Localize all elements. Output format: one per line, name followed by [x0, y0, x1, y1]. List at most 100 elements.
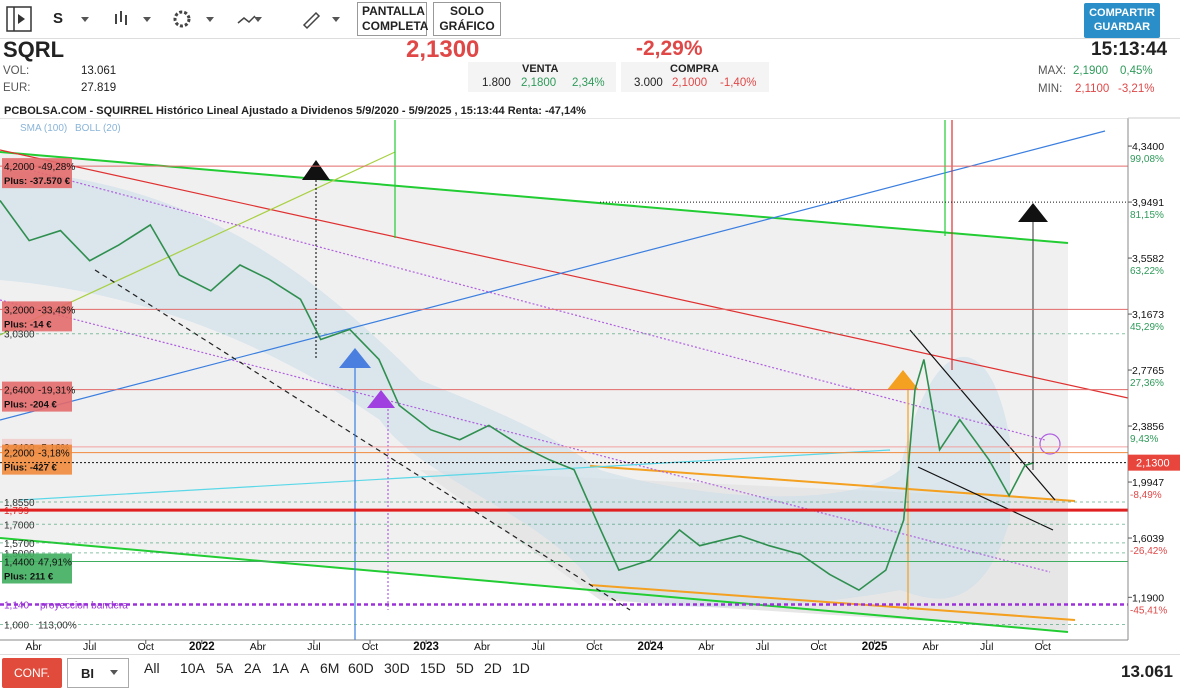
level-label: 2,2000: [4, 449, 35, 460]
level-plus: Plus: -204 €: [4, 400, 58, 411]
sell-box: [468, 62, 616, 92]
period-button[interactable]: 6M: [320, 660, 340, 676]
price-line: [0, 200, 1035, 592]
symbol: SQRL: [3, 37, 65, 62]
mode-select[interactable]: BI: [67, 658, 129, 688]
level-label: 1,799: [4, 506, 29, 517]
buy-pct: -1,40%: [720, 77, 757, 89]
level-label: 2,6400: [4, 386, 35, 397]
period-button[interactable]: 2A: [244, 660, 262, 676]
settings[interactable]: [173, 10, 191, 28]
level-label: 3,2000: [4, 305, 35, 316]
toolbar: [0, 0, 1180, 39]
y-tick-pct: 45,29%: [1130, 322, 1164, 333]
period-button[interactable]: A: [300, 660, 310, 676]
triangle-marker: [367, 390, 395, 408]
period-button[interactable]: 2D: [484, 660, 502, 676]
period-button[interactable]: 30D: [384, 660, 410, 676]
x-tick-label: 2023: [413, 641, 439, 653]
x-tick-label: Oct: [810, 641, 826, 653]
trend-line: [19, 449, 891, 501]
share-button[interactable]: COMPARTIR GUARDAR: [1084, 3, 1160, 38]
y-tick-pct: 99,08%: [1130, 154, 1164, 165]
level-label: 1,7000: [4, 520, 35, 531]
y-tick-label: 3,9491: [1132, 197, 1164, 209]
period-button[interactable]: 5A: [216, 660, 234, 676]
period-button[interactable]: 10A: [180, 660, 205, 676]
x-tick-label: Abr: [250, 641, 267, 653]
x-tick-label: Jul: [83, 641, 96, 653]
y-tick-label: 2,3856: [1132, 421, 1164, 433]
sell-qty: 1.800: [482, 77, 511, 89]
period-button[interactable]: 5D: [456, 660, 474, 676]
y-tick-pct: 9,43%: [1130, 434, 1158, 445]
chart-title: PCBOLSA.COM - SQUIRREL Histórico Lineal …: [4, 105, 586, 117]
x-tick-label: Abr: [25, 641, 42, 653]
draw-tool[interactable]: [302, 11, 321, 30]
period-button[interactable]: 15D: [420, 660, 446, 676]
buy-price: 2,1000: [672, 77, 708, 89]
x-tick-label: Oct: [138, 641, 154, 653]
trend-line: [917, 466, 1054, 531]
level-box: [2, 553, 72, 584]
dropdown[interactable]: [206, 17, 214, 22]
eur-label: EUR:: [3, 82, 31, 94]
dropdown[interactable]: [81, 17, 89, 22]
level-plus: Plus: 211 €: [4, 571, 54, 582]
level-plus: Plus: -427 €: [4, 463, 58, 474]
x-tick-label: Jul: [307, 641, 320, 653]
arrow-head: [1018, 203, 1048, 222]
period-button[interactable]: All: [144, 660, 160, 676]
x-tick-label: Jul: [756, 641, 769, 653]
symbol-menu[interactable]: S: [53, 10, 64, 27]
y-tick-pct: 63,22%: [1130, 266, 1164, 277]
sidebar-toggle[interactable]: [6, 6, 32, 32]
chart-only-button[interactable]: SOLO GRÁFICO: [433, 2, 501, 36]
min-pct: -3,21%: [1118, 83, 1155, 95]
level-box: [2, 381, 72, 412]
indicators[interactable]: [237, 15, 256, 24]
level-extra: -3,18%: [38, 449, 70, 460]
level-label: 1,8550: [4, 498, 35, 509]
level-box: [2, 301, 72, 332]
level-extra: -19,31%: [38, 386, 75, 397]
time: 15:13:44: [1091, 39, 1168, 60]
config-button[interactable]: CONF.: [2, 658, 62, 688]
y-tick-pct: -8,49%: [1130, 490, 1162, 501]
level-label: 1,000: [4, 621, 29, 632]
level-plus: Plus: -14 €: [4, 319, 52, 330]
trend-line: [0, 537, 1069, 633]
dropdown-arrow[interactable]: [110, 670, 118, 675]
level-extra: proyeccion bandera: [40, 600, 128, 611]
buy-label: COMPRA: [670, 63, 719, 75]
max-label: MAX:: [1038, 65, 1067, 77]
chart-type[interactable]: [115, 11, 127, 25]
last-price-label: 2,1300: [1136, 458, 1170, 470]
level-extra: 113,00%: [38, 621, 77, 632]
period-button[interactable]: 1D: [512, 660, 530, 676]
x-tick-label: Abr: [474, 641, 491, 653]
y-tick-label: 1,6039: [1132, 533, 1164, 545]
y-tick-label: 2,7765: [1132, 365, 1164, 377]
dropdown[interactable]: [254, 17, 262, 22]
sell-pct: 2,34%: [572, 77, 605, 89]
price: 2,1300: [406, 36, 480, 63]
bollinger-band: [0, 170, 1010, 608]
y-tick-label: 3,5582: [1132, 253, 1164, 265]
vol-label: VOL:: [3, 65, 30, 77]
trend-line: [0, 130, 1106, 421]
period-button[interactable]: 1A: [272, 660, 290, 676]
y-tick-pct: 27,36%: [1130, 378, 1164, 389]
level-label: 1,4400: [4, 557, 35, 568]
dropdown[interactable]: [143, 17, 151, 22]
period-button[interactable]: 60D: [348, 660, 374, 676]
circle-marker: [1039, 433, 1061, 455]
level-box: [2, 158, 72, 189]
y-tick-label: 4,3400: [1132, 141, 1164, 153]
triangle-marker: [302, 160, 330, 180]
dropdown[interactable]: [332, 17, 340, 22]
x-tick-label: 2025: [862, 641, 888, 653]
fullscreen-button[interactable]: PANTALLA COMPLETA: [357, 2, 428, 36]
